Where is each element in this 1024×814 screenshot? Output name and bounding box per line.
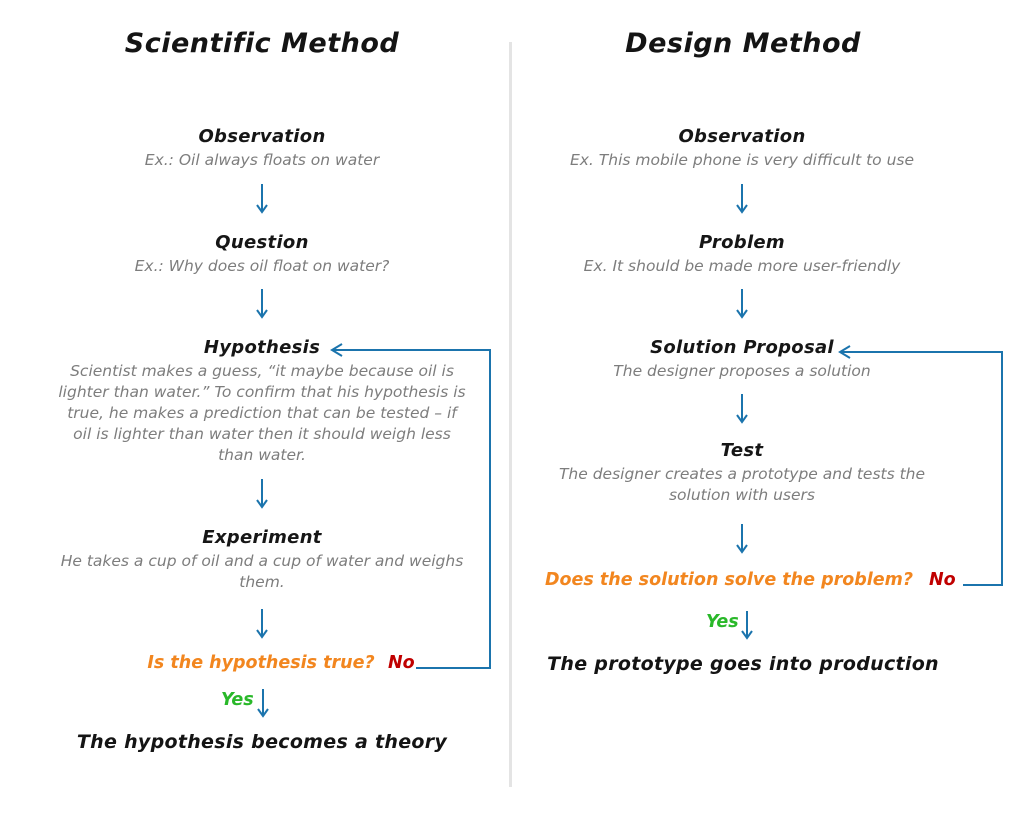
down-arrow-icon bbox=[736, 394, 748, 424]
down-arrow-icon bbox=[736, 184, 748, 214]
des-step-test-heading: Test bbox=[720, 440, 764, 461]
sci-decision-question: Is the hypothesis true? bbox=[147, 653, 375, 673]
sci-no-label: No bbox=[388, 653, 415, 673]
des-outcome-text: The prototype goes into production bbox=[547, 653, 939, 675]
des-no-label: No bbox=[929, 570, 956, 590]
down-arrow-icon bbox=[256, 289, 268, 319]
scientific-method-title: Scientific Method bbox=[124, 28, 400, 59]
column-divider bbox=[509, 42, 512, 787]
des-step-solution-heading: Solution Proposal bbox=[650, 337, 834, 358]
down-arrow-icon bbox=[736, 289, 748, 319]
yes-down-arrow-icon bbox=[257, 689, 269, 718]
sci-step-hypothesis-heading: Hypothesis bbox=[203, 337, 321, 358]
down-arrow-icon bbox=[736, 524, 748, 554]
down-arrow-icon bbox=[256, 479, 268, 509]
des-step-solution-body: The designer proposes a solution bbox=[613, 362, 871, 380]
sci-step-observation-heading: Observation bbox=[198, 126, 326, 147]
des-step-observation-body: Ex. This mobile phone is very difficult … bbox=[569, 151, 915, 169]
sci-step-question-heading: Question bbox=[215, 232, 309, 253]
down-arrow-icon bbox=[256, 184, 268, 214]
des-decision-question: Does the solution solve the problem? bbox=[544, 570, 914, 590]
des-step-problem-body: Ex. It should be made more user-friendly bbox=[583, 257, 901, 275]
design-method-title: Design Method bbox=[625, 28, 861, 59]
sci-outcome-text: The hypothesis becomes a theory bbox=[76, 731, 448, 753]
des-step-observation-heading: Observation bbox=[678, 126, 806, 147]
sci-step-experiment-body: He takes a cup of oil and a cup of water… bbox=[60, 552, 464, 591]
sci-step-experiment-heading: Experiment bbox=[202, 527, 322, 548]
down-arrow-icon bbox=[256, 609, 268, 639]
des-yes-label: Yes bbox=[706, 612, 739, 632]
yes-down-arrow-icon bbox=[741, 611, 753, 640]
sci-step-hypothesis-body: Scientist makes a guess, “it maybe becau… bbox=[58, 362, 466, 464]
des-step-test-body: The designer creates a prototype and tes… bbox=[558, 465, 926, 504]
sci-yes-label: Yes bbox=[221, 690, 254, 710]
sci-step-observation-body: Ex.: Oil always floats on water bbox=[144, 151, 380, 169]
des-step-problem-heading: Problem bbox=[698, 232, 786, 253]
sci-step-question-body: Ex.: Why does oil float on water? bbox=[134, 257, 390, 275]
